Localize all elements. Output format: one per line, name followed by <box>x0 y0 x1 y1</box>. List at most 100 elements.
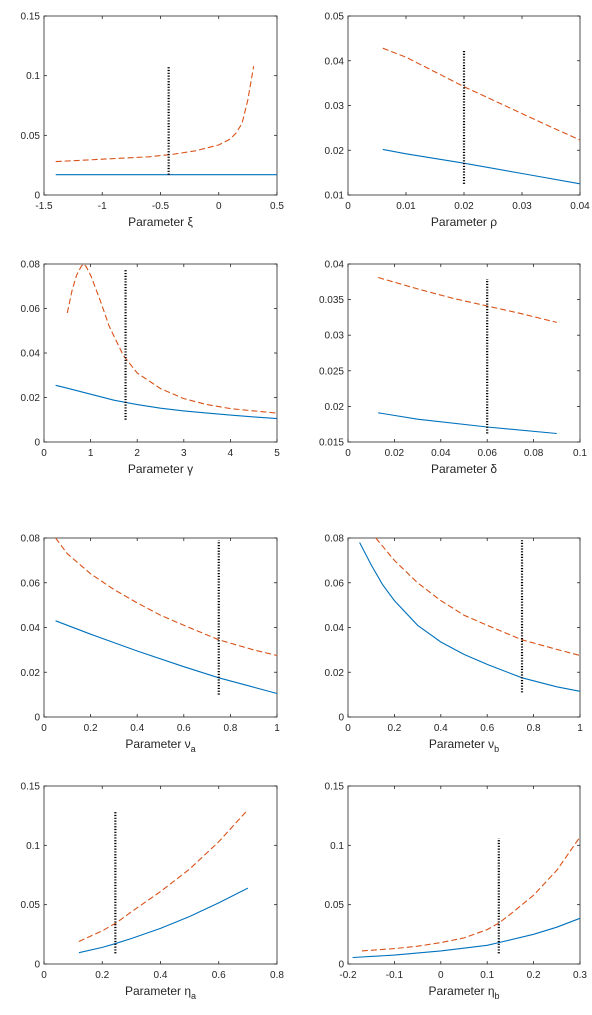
x-axis-label: Parameter ηb <box>428 984 499 1001</box>
y-tick-label: 0.02 <box>325 402 345 413</box>
y-tick-label: 0 <box>34 438 40 449</box>
axes-box <box>347 537 581 718</box>
x-tick-label: -1 <box>98 201 107 212</box>
dashed-series-line <box>361 836 581 952</box>
x-tick-label: 0.2 <box>95 970 109 981</box>
axes-box <box>347 263 581 443</box>
y-tick-label: 0.15 <box>325 782 345 793</box>
y-tick-label: 0 <box>34 191 40 202</box>
axes-box <box>43 263 278 443</box>
solid-series-line <box>55 384 278 420</box>
x-tick-label: 0 <box>41 448 47 459</box>
x-tick-label: 0.3 <box>573 970 587 981</box>
y-tick-label: 0.1 <box>330 841 344 852</box>
subplot-nu_a: 0 0.2 0.4 0.6 0.8 1 0 0.02 0.04 0.06 0.08 Parameter… <box>21 534 281 755</box>
x-axis-label: Parameter γ <box>128 462 193 476</box>
x-axis-label: Parameter δ <box>431 462 497 476</box>
subplot-gamma: 0 1 2 3 4 5 0 0.02 0.04 0.06 0.08 Parameter γ <box>21 260 281 477</box>
x-axis-label: Parameter ηa <box>125 984 196 1001</box>
x-axis-label-subscript: a <box>191 744 196 754</box>
x-tick-label: 0.08 <box>524 448 544 459</box>
solid-series-line <box>78 887 249 954</box>
y-tick-label: 0.08 <box>325 534 345 545</box>
x-tick-label: 0.6 <box>480 723 494 734</box>
x-tick-label: 0.4 <box>154 970 168 981</box>
x-tick-label: 0.06 <box>477 448 497 459</box>
x-axis-label-subscript: a <box>191 991 196 1001</box>
x-tick-label: 0.1 <box>573 448 587 459</box>
dashed-series-line <box>378 276 557 323</box>
x-tick-label: 0.2 <box>84 723 98 734</box>
y-tick-label: 0.05 <box>21 900 41 911</box>
x-tick-label: 0.02 <box>454 201 474 212</box>
x-tick-label: 0.4 <box>130 723 144 734</box>
y-tick-label: 0.05 <box>325 12 345 23</box>
subplot-eta_b: -0.2 -0.1 0 0.1 0.2 0.3 0 0.05 0.1 0.15 Parameter … <box>325 782 588 1002</box>
x-tick-label: 0.8 <box>527 723 541 734</box>
x-tick-label: 1 <box>274 723 280 734</box>
solid-series-line <box>55 620 278 695</box>
x-tick-label: 0 <box>41 723 47 734</box>
x-tick-label: 0.5 <box>270 201 284 212</box>
x-axis-label-subscript: b <box>494 744 499 754</box>
x-tick-label: -0.1 <box>386 970 404 981</box>
y-tick-label: 0.05 <box>21 131 41 142</box>
y-tick-label: 0.04 <box>325 56 345 67</box>
axes-box <box>43 15 278 196</box>
subplot-rho: 0 0.01 0.02 0.03 0.040.010.020.030.040.05Par… <box>325 12 591 230</box>
y-tick-label: 0 <box>338 960 344 971</box>
x-tick-label: 5 <box>274 448 280 459</box>
y-tick-label: 0.02 <box>325 668 345 679</box>
x-axis-label: Parameter ξ <box>128 215 193 229</box>
x-tick-label: 0 <box>345 448 351 459</box>
dashed-series-line <box>66 263 278 414</box>
x-axis-label: Parameter νb <box>429 737 499 754</box>
x-tick-label: 3 <box>181 448 187 459</box>
y-tick-label: 0.035 <box>319 295 344 306</box>
x-axis-label: Parameter νa <box>125 737 195 754</box>
solid-series-line <box>352 917 581 959</box>
x-tick-label: 0.02 <box>385 448 405 459</box>
x-tick-label: 0.8 <box>270 970 284 981</box>
x-tick-label: 0 <box>216 201 222 212</box>
x-tick-label: 0 <box>41 970 47 981</box>
x-tick-label: 0.1 <box>480 970 494 981</box>
y-tick-label: 0.03 <box>325 331 345 342</box>
subplot-eta_a: 0 0.2 0.4 0.6 0.8 0 0.05 0.1 0.15 Parameter ηa <box>21 782 285 1002</box>
y-tick-label: 0 <box>338 713 344 724</box>
y-tick-label: 0 <box>34 960 40 971</box>
x-axis-label: Parameter ρ <box>431 215 497 229</box>
solid-series-line <box>378 412 557 435</box>
y-tick-label: 0.04 <box>21 349 41 360</box>
y-tick-label: 0.025 <box>319 366 344 377</box>
y-tick-label: 0.06 <box>21 578 41 589</box>
x-tick-label: 0.2 <box>387 723 401 734</box>
dashed-series-line <box>375 537 581 657</box>
y-tick-label: 0.01 <box>325 191 345 202</box>
x-tick-label: 0.6 <box>212 970 226 981</box>
x-axis-label-subscript: b <box>495 991 500 1001</box>
dashed-series-line <box>382 47 581 141</box>
subplot-delta: 0 0.02 0.04 0.06 0.08 0.1 0.015 0.02 0.025 0.03 0.… <box>319 260 587 477</box>
x-tick-label: 0 <box>345 201 351 212</box>
y-tick-label: 0.04 <box>325 260 345 271</box>
x-tick-label: 0.6 <box>177 723 191 734</box>
x-tick-label: 0.03 <box>512 201 532 212</box>
x-tick-label: 0.01 <box>396 201 416 212</box>
dashed-series-line <box>55 537 278 657</box>
x-tick-label: 0.8 <box>223 723 237 734</box>
x-tick-label: 0.04 <box>431 448 451 459</box>
x-tick-label: 0.2 <box>527 970 541 981</box>
axes-box <box>347 785 581 965</box>
y-tick-label: 0.08 <box>21 260 41 271</box>
y-tick-label: 0.15 <box>21 12 41 23</box>
y-tick-label: 0.05 <box>325 900 345 911</box>
subplot-xi: -1.5 -1 -0.5 0 0.5 0 0.05 0.1 0.15 Parameter ξ <box>21 12 285 230</box>
y-tick-label: 0.02 <box>21 668 41 679</box>
solid-series-line <box>359 542 581 692</box>
y-tick-label: 0.1 <box>26 71 40 82</box>
x-tick-label: 1 <box>88 448 94 459</box>
y-tick-label: 0.015 <box>319 438 344 449</box>
x-tick-label: 2 <box>134 448 140 459</box>
